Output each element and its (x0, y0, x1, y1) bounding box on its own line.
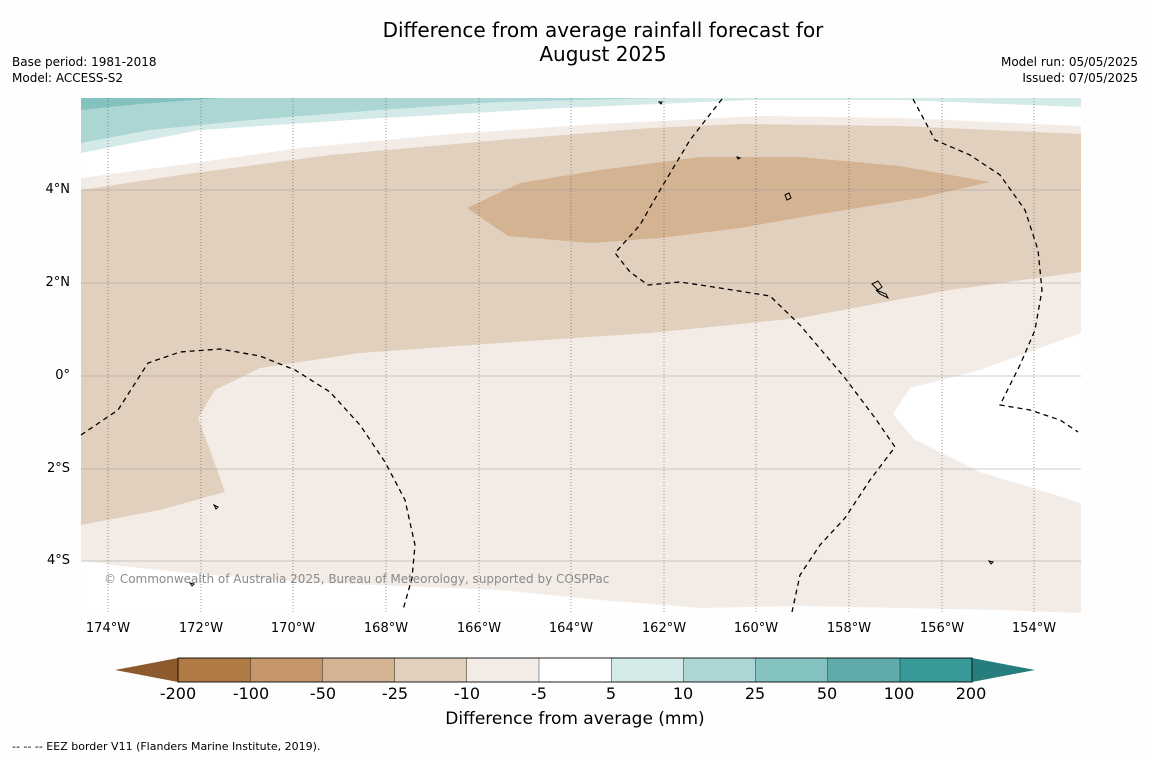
contour-brown-light (81, 124, 1081, 525)
title-line-1: Difference from average rainfall forecas… (382, 18, 824, 42)
colorbar-segment (177, 657, 251, 683)
colorbar-title: Difference from average (mm) (445, 709, 705, 729)
colorbar-tick-label: 10 (672, 684, 694, 703)
colorbar-outline (177, 657, 973, 683)
run-info: Model run: 05/05/2025 Issued: 07/05/2025 (1001, 54, 1138, 86)
gridlines (81, 98, 1081, 613)
colorbar-segment (322, 657, 396, 683)
lon-label: 172°W (178, 621, 224, 636)
colorbar-segment (827, 657, 901, 683)
colorbar-tick-label: 25 (744, 684, 766, 703)
lon-label: 166°W (456, 621, 502, 636)
eez-borders (80, 98, 1079, 613)
colorbar-tick-label: 100 (883, 684, 915, 703)
colorbar-segment (683, 657, 757, 683)
copyright-notice: © Commonwealth of Australia 2025, Bureau… (104, 572, 610, 586)
eez-border-east (912, 98, 1079, 433)
lon-label: 170°W (270, 621, 316, 636)
lon-label: 168°W (363, 621, 409, 636)
model-run-date: Model run: 05/05/2025 (1000, 55, 1138, 69)
colorbar-tick-label: 5 (605, 684, 617, 703)
base-period: Base period: 1981-2018 (12, 55, 157, 69)
map-title: Difference from average rainfall forecas… (0, 18, 1150, 66)
map-plot-area (81, 98, 1081, 613)
colorbar-tick-label: -5 (531, 684, 547, 703)
contour-brown-medium (467, 157, 990, 243)
colorbar-segment (394, 657, 468, 683)
island-4 (212, 503, 219, 510)
lon-label: 156°W (919, 621, 965, 636)
colorbar-max-arrow (972, 658, 1035, 682)
island-6 (188, 582, 195, 587)
island-8 (736, 156, 742, 160)
colorbar-tick-label: -25 (381, 684, 409, 703)
lon-label: 164°W (548, 621, 594, 636)
colorbar (115, 657, 1035, 683)
colorbar-tick-label: 200 (955, 684, 987, 703)
colorbar-segment (755, 657, 829, 683)
contour-teal-north (81, 98, 660, 143)
colorbar-segment (249, 657, 324, 683)
footnote: -- -- -- EEZ border V11 (Flanders Marine… (12, 740, 321, 753)
island-3 (875, 289, 890, 300)
colorbar-tick-label: -200 (159, 684, 197, 703)
colorbar-segment (466, 657, 540, 683)
island-5 (987, 560, 994, 565)
eez-border-central (614, 98, 896, 613)
lat-label: 4°S (46, 553, 70, 568)
title-line-2: August 2025 (539, 42, 667, 66)
colorbar-segment (611, 657, 685, 683)
lon-label: 158°W (826, 621, 872, 636)
colorbar-segment (899, 657, 973, 683)
model-info: Base period: 1981-2018 Model: ACCESS-S2 (12, 54, 157, 86)
model-name: Model: ACCESS-S2 (12, 71, 124, 85)
contour-white-east (893, 333, 1081, 503)
island-7 (657, 101, 663, 105)
island-1 (784, 192, 792, 201)
colorbar-min-arrow (115, 658, 178, 682)
lat-label: 2°S (46, 461, 70, 476)
eez-border-west (80, 348, 416, 611)
colorbar-tick-label: -50 (309, 684, 337, 703)
issued-date: Issued: 07/05/2025 (1022, 71, 1138, 85)
contour-white-north (81, 99, 1081, 178)
lon-label: 160°W (733, 621, 779, 636)
lon-label: 162°W (641, 621, 687, 636)
contour-white-south (81, 560, 1081, 613)
colorbar-segment (538, 657, 612, 683)
colorbar-tick-label: -10 (453, 684, 481, 703)
lon-label: 174°W (85, 621, 131, 636)
lat-label: 4°N (45, 182, 71, 197)
lat-label: 2°N (45, 275, 71, 290)
colorbar-tick-label: 50 (816, 684, 838, 703)
contour-teal-mid-north (81, 98, 220, 110)
colorbar-segments (177, 657, 973, 683)
islands (188, 101, 994, 587)
lat-label: 0° (55, 368, 70, 383)
lon-label: 154°W (1011, 621, 1057, 636)
colorbar-tick-label: -100 (232, 684, 270, 703)
island-2 (871, 280, 883, 291)
